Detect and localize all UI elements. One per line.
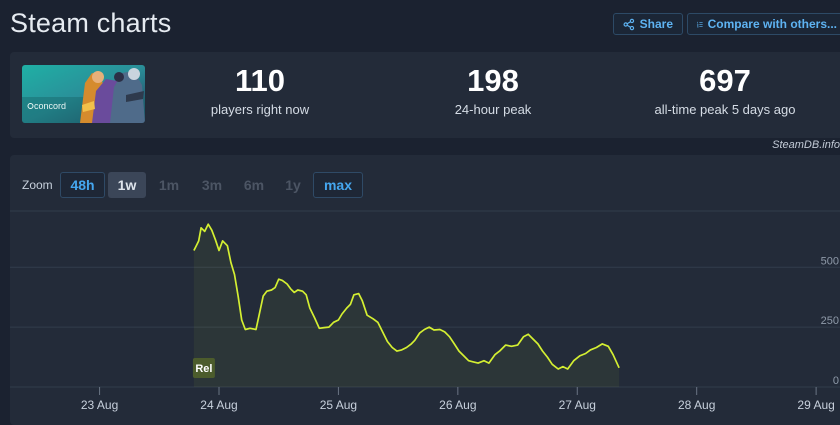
game-capsule-image[interactable]: concord — [22, 65, 145, 123]
all-time-peak-value: 697 — [699, 63, 751, 98]
all-time-peak-label: all-time peak 5 days ago — [654, 102, 796, 117]
series-area — [193, 224, 620, 387]
peak-24h-stat: 198 24-hour peak — [433, 63, 553, 118]
compare-button[interactable]: Compare with others... — [687, 13, 840, 35]
zoom-max-button[interactable]: max — [313, 172, 363, 198]
release-marker — [192, 358, 215, 378]
zoom-6m-button[interactable]: 6m — [243, 177, 265, 193]
game-logo-text: concord — [34, 101, 66, 111]
y-tick-label: 500 — [821, 255, 839, 267]
y-tick-label: 0 — [833, 375, 839, 387]
player-count-chart[interactable]: 0 250 500 23 Aug 24 Aug 25 Aug 26 Aug 27 Aug 28 … — [10, 155, 840, 415]
series-line — [193, 223, 620, 370]
steamdb-credit[interactable]: SteamDB.info — [772, 139, 840, 151]
x-tick-label: 26 Aug — [439, 398, 476, 412]
x-tick-label: 25 Aug — [320, 398, 357, 412]
x-tick-label: 29 Aug — [797, 398, 834, 412]
x-tick-label: 27 Aug — [559, 398, 596, 412]
x-tick-label: 28 Aug — [678, 398, 715, 412]
zoom-3m-button[interactable]: 3m — [201, 177, 223, 193]
page-title: Steam charts — [10, 8, 172, 38]
zoom-label: Zoom — [22, 178, 53, 192]
compare-label: Compare with others... — [707, 17, 837, 31]
all-time-peak-stat: 697 all-time peak 5 days ago — [640, 63, 810, 118]
zoom-1y-button[interactable]: 1y — [285, 177, 301, 193]
ordered-list-icon — [697, 21, 703, 27]
x-tick-label: 23 Aug — [81, 398, 118, 412]
zoom-48h-button[interactable]: 48h — [60, 172, 105, 198]
y-tick-label: 250 — [821, 315, 839, 327]
zoom-1m-button[interactable]: 1m — [158, 177, 180, 193]
zoom-1w-button[interactable]: 1w — [108, 172, 146, 198]
share-label: Share — [639, 17, 673, 31]
peak-24h-value: 198 — [467, 63, 519, 98]
chart-panel: Zoom 48h 1w 1m 3m 6m 1y max 0 250 500 23 Au… — [10, 155, 840, 425]
release-label: Rel — [195, 363, 212, 375]
share-icon — [623, 18, 635, 30]
peak-24h-label: 24-hour peak — [454, 102, 532, 117]
players-now-stat: 110 players right now — [200, 63, 320, 118]
stats-panel: concord 110 players right now 198 24-hou… — [10, 52, 840, 138]
share-button[interactable]: Share — [613, 13, 683, 35]
players-now-label: players right now — [210, 102, 310, 117]
players-now-value: 110 — [234, 63, 285, 98]
x-tick-label: 24 Aug — [200, 398, 237, 412]
